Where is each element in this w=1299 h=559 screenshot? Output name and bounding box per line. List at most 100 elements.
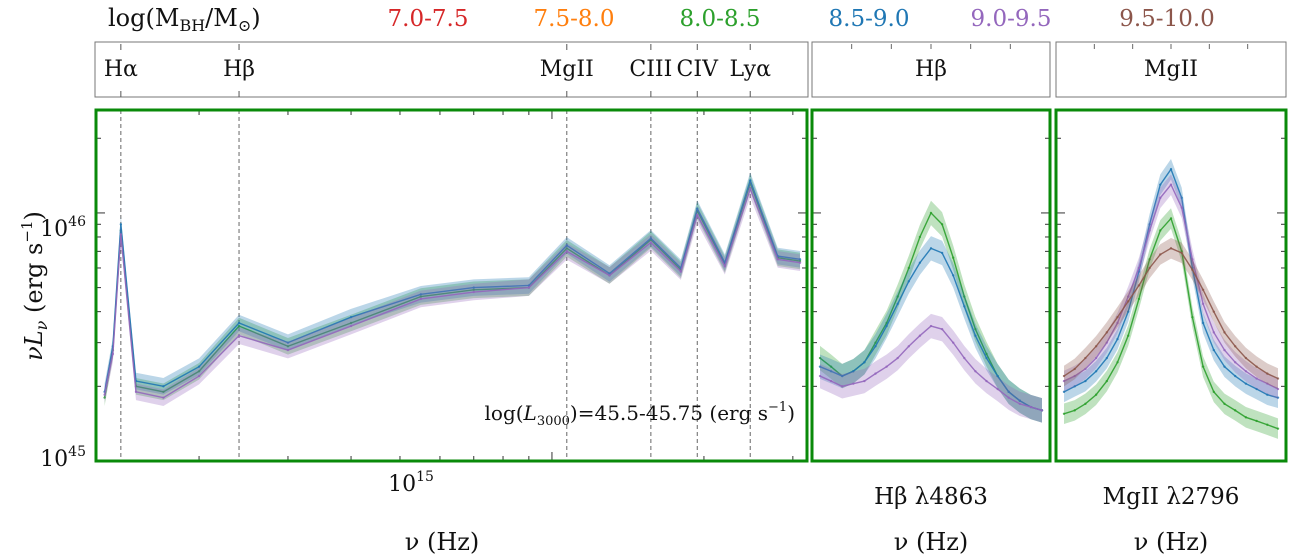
mgii-series-2-point-7 (1137, 266, 1141, 270)
mgii-series-2-point-18 (1255, 377, 1258, 380)
mgii-series-0-point-19 (1266, 423, 1269, 426)
x-axis-label-mgii: ν (Hz) (1134, 528, 1209, 556)
x-axis-label-main: ν (Hz) (405, 528, 480, 556)
mgii-series-2-point-19 (1266, 382, 1269, 385)
strip-label-mgii: MgII (1144, 57, 1198, 82)
hbeta-series-2-point-1 (829, 379, 833, 383)
hbeta-series-2-point-18 (1018, 402, 1021, 406)
hbeta-series-1-point-5 (874, 345, 877, 348)
mgii-series-0-point-10 (1169, 217, 1173, 220)
mgii-series-2-point-9 (1159, 196, 1162, 200)
ytick-label-46: 1046 (40, 214, 86, 242)
hbeta-series-0-point-0 (818, 356, 822, 360)
x-axis-label-hbeta: ν (Hz) (894, 528, 969, 556)
mgii-series-3-point-4 (1105, 331, 1109, 334)
mgii-series-2-point-5 (1116, 321, 1119, 325)
ytick-label-45: 1045 (40, 444, 86, 472)
main-series-1-point-7 (286, 341, 290, 344)
hbeta-series-2-point-3 (852, 382, 855, 385)
main-series-2-point-5 (197, 374, 201, 378)
mgii-series-3-point-12 (1191, 268, 1194, 271)
main-series-0-point-7 (286, 345, 290, 348)
main-series-2-point-0 (103, 393, 106, 396)
mgii-series-2-point-8 (1148, 229, 1151, 232)
mgii-series-2-point-20 (1276, 387, 1280, 391)
mgii-series-1-point-18 (1255, 387, 1258, 391)
mgii-series-0-point-6 (1127, 334, 1130, 337)
mgii-series-2-point-0 (1062, 379, 1066, 383)
hbeta-series-2-point-17 (1007, 396, 1010, 399)
mgii-series-0-point-17 (1244, 416, 1248, 419)
mgii-panel-title: MgII λ2796 (1103, 484, 1240, 510)
mgii-series-1-point-8 (1148, 223, 1151, 226)
mgii-series-0-point-4 (1105, 379, 1109, 383)
mgii-series-1-point-6 (1127, 310, 1130, 313)
strip-label-0: Hα (104, 57, 138, 82)
main-series-1-point-16 (696, 207, 699, 210)
mgii-series-0-point-12 (1191, 315, 1194, 319)
main-series-1-point-14 (649, 237, 653, 240)
mgii-series-1-point-0 (1062, 390, 1066, 394)
line-strip-main (94, 41, 809, 98)
mgii-series-2-point-14 (1212, 331, 1216, 334)
line-strip-hbeta (811, 41, 1051, 98)
main-series-2-point-6 (237, 334, 241, 337)
hbeta-series-2-point-6 (885, 365, 888, 368)
hbeta-series-1-point-7 (896, 302, 899, 306)
mgii-series-2-point-10 (1169, 183, 1173, 186)
mgii-series-1-point-19 (1266, 393, 1269, 396)
mgii-series-2-point-11 (1180, 206, 1183, 209)
main-series-1-point-2 (119, 223, 123, 226)
hbeta-series-2-band (820, 313, 1042, 423)
hbeta-series-2-point-10 (929, 324, 933, 328)
legend-entry-0: 7.0-7.5 (388, 6, 469, 32)
mgii-series-0-point-5 (1116, 361, 1119, 364)
hbeta-series-1-point-16 (996, 374, 999, 378)
hbeta-series-2-point-15 (985, 379, 988, 383)
hbeta-series-0-point-7 (896, 295, 899, 298)
mgii-series-0-point-15 (1223, 402, 1226, 406)
mgii-series-0-band (1064, 208, 1278, 439)
mgii-series-1-point-13 (1201, 321, 1205, 325)
mgii-series-0-point-2 (1084, 402, 1087, 406)
main-series-0-point-4 (162, 390, 165, 394)
mgii-series-1-point-20 (1276, 396, 1280, 399)
mgii-series-3-point-0 (1062, 374, 1066, 378)
hbeta-series-2-point-12 (952, 341, 955, 344)
mgii-series-1-point-9 (1159, 183, 1162, 186)
mgii-series-3-point-20 (1276, 377, 1280, 380)
mgii-series-1-point-15 (1223, 365, 1226, 368)
hbeta-series-2-point-9 (918, 334, 922, 337)
hbeta-series-2-point-8 (907, 345, 910, 348)
main-series-2-point-19 (776, 258, 779, 261)
legend-entry-1: 7.5-8.0 (534, 6, 615, 32)
main-series-1-point-5 (197, 365, 201, 368)
hbeta-series-1-point-2 (841, 374, 844, 378)
main-series-2-point-9 (419, 297, 423, 301)
main-series-0-point-8 (349, 321, 353, 325)
main-series-0-point-5 (197, 370, 201, 373)
mgii-series-2-point-13 (1201, 302, 1205, 306)
main-series-2-point-2 (119, 233, 123, 236)
mgii-series-3-point-14 (1212, 310, 1216, 313)
main-series-1-point-9 (419, 293, 423, 296)
main-series-1-point-10 (472, 286, 475, 289)
hbeta-series-1-point-13 (963, 305, 966, 308)
mgii-panel (1056, 137, 1286, 462)
mgii-series-1-point-14 (1212, 348, 1216, 352)
hbeta-series-0-point-11 (940, 223, 944, 226)
main-series-2-point-8 (349, 324, 353, 328)
hbeta-series-2-point-20 (1040, 409, 1044, 412)
hbeta-series-2-point-19 (1029, 405, 1033, 409)
main-panel-frame (94, 108, 809, 463)
strip-label-1: Hβ (223, 57, 255, 82)
legend-entry-5: 9.5-10.0 (1119, 6, 1215, 32)
mgii-series-0-point-0 (1062, 412, 1066, 415)
mgii-series-2-point-16 (1234, 361, 1237, 364)
mgii-series-1-band (1064, 158, 1278, 408)
hbeta-series-1-point-6 (885, 324, 888, 328)
main-series-2-point-16 (696, 213, 699, 217)
main-series-2-point-7 (286, 348, 290, 352)
mgii-series-3-band (1064, 238, 1278, 389)
hbeta-series-0-point-1 (829, 365, 833, 368)
